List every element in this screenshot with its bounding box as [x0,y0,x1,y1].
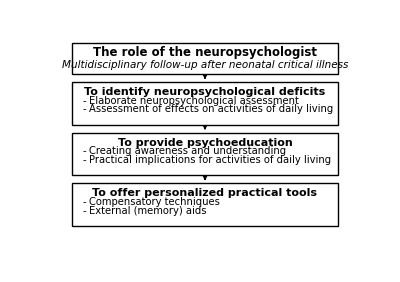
Text: Assessment of effects on activities of daily living: Assessment of effects on activities of d… [89,104,333,114]
FancyBboxPatch shape [72,43,338,74]
Text: Creating awareness and understanding: Creating awareness and understanding [89,146,286,156]
Text: Multidisciplinary follow-up after neonatal critical illness: Multidisciplinary follow-up after neonat… [62,60,348,70]
Text: The role of the neuropsychologist: The role of the neuropsychologist [93,46,317,59]
Text: External (memory) aids: External (memory) aids [89,206,206,216]
Text: Practical implications for activities of daily living: Practical implications for activities of… [89,155,331,165]
Text: -: - [82,96,86,106]
Text: -: - [82,206,86,216]
Text: -: - [82,104,86,114]
Text: Elaborate neuropsychological assessment: Elaborate neuropsychological assessment [89,96,299,106]
Text: To identify neuropsychological deficits: To identify neuropsychological deficits [84,87,326,97]
FancyBboxPatch shape [72,184,338,226]
FancyBboxPatch shape [72,133,338,175]
Text: -: - [82,197,86,207]
Text: Compensatory techniques: Compensatory techniques [89,197,220,207]
FancyBboxPatch shape [72,82,338,125]
Text: -: - [82,146,86,156]
Text: To offer personalized practical tools: To offer personalized practical tools [92,188,318,198]
Text: -: - [82,155,86,165]
Text: To provide psychoeducation: To provide psychoeducation [118,138,292,148]
